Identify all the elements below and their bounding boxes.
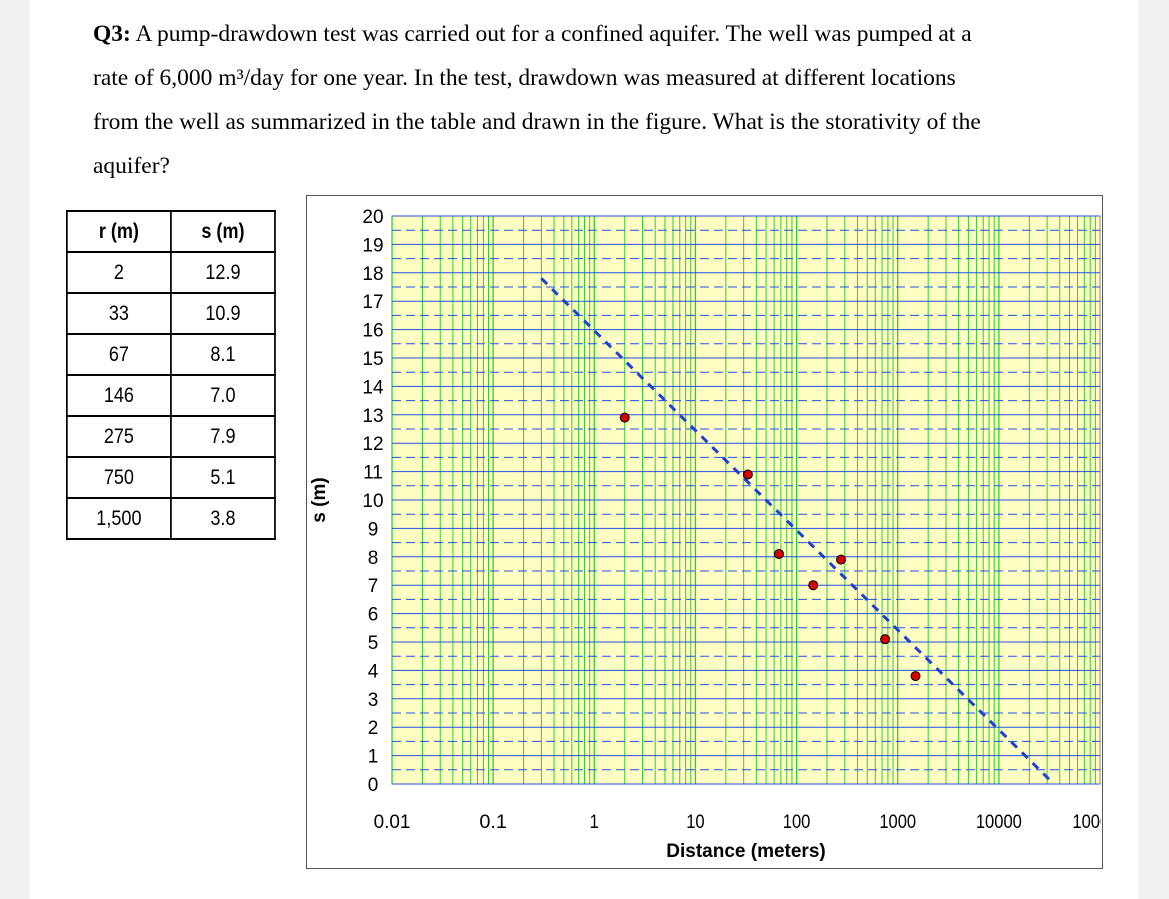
table-row: 1,500 3.8 bbox=[66, 497, 276, 540]
document-page: Q3: A pump-drawdown test was carried out… bbox=[30, 0, 1138, 899]
table-cell-s: 7.0 bbox=[170, 374, 276, 417]
x-tick-label: 1 bbox=[590, 812, 599, 833]
y-tick-label: 11 bbox=[363, 463, 383, 484]
table-cell-r: 750 bbox=[66, 456, 172, 499]
x-tick-label: 0.01 bbox=[374, 812, 411, 833]
y-tick-label: 19 bbox=[362, 235, 383, 256]
y-tick-label: 10 bbox=[362, 491, 383, 512]
table-row: 146 7.0 bbox=[66, 374, 276, 417]
x-tick-label: 10 bbox=[686, 812, 704, 833]
question-line-4: aquifer? bbox=[93, 153, 170, 179]
x-axis-label: Distance (meters) bbox=[666, 841, 825, 862]
y-tick-label: 5 bbox=[368, 633, 379, 654]
x-tick-label: 1000 bbox=[879, 812, 916, 833]
y-tick-label: 20 bbox=[362, 207, 383, 228]
table-row: 67 8.1 bbox=[66, 333, 276, 376]
y-tick-label: 3 bbox=[368, 690, 379, 711]
y-tick-label: 1 bbox=[368, 747, 379, 768]
data-point bbox=[880, 634, 891, 645]
y-tick-label: 2 bbox=[368, 718, 379, 739]
y-tick-label: 18 bbox=[362, 264, 383, 285]
x-tick-label: 100000 bbox=[1072, 812, 1101, 833]
y-tick-label: 14 bbox=[362, 377, 384, 398]
y-tick-label: 12 bbox=[362, 434, 383, 455]
y-tick-label: 0 bbox=[368, 775, 379, 796]
data-point bbox=[910, 671, 921, 682]
y-tick-label: 15 bbox=[362, 349, 383, 370]
data-point bbox=[619, 412, 630, 423]
x-tick-label: 10000 bbox=[976, 812, 1022, 833]
table-cell-r: 2 bbox=[66, 251, 172, 294]
y-tick-label: 7 bbox=[368, 576, 379, 597]
y-tick-label: 16 bbox=[362, 321, 383, 342]
y-tick-label: 8 bbox=[368, 548, 379, 569]
data-point bbox=[808, 580, 819, 591]
question-line-3: from the well as summarized in the table… bbox=[93, 109, 981, 135]
y-axis-label: s (m) bbox=[309, 477, 330, 522]
table-cell-r: 1,500 bbox=[66, 497, 172, 540]
table-row: 275 7.9 bbox=[66, 415, 276, 458]
y-tick-label: 17 bbox=[362, 292, 383, 313]
table-cell-r: 33 bbox=[66, 292, 172, 335]
x-tick-label: 100 bbox=[783, 812, 811, 833]
table-cell-r: 275 bbox=[66, 415, 172, 458]
drawdown-chart: 0 1 2 3 4 5 6 7 8 9 10 11 12 13 14 15 16 17 18 19 20 0.01 0.1 1… bbox=[306, 195, 1128, 869]
y-tick-label: 4 bbox=[368, 661, 379, 682]
table-cell-r: 67 bbox=[66, 333, 172, 376]
table-cell-s: 10.9 bbox=[170, 292, 276, 335]
table-row: 33 10.9 bbox=[66, 292, 276, 335]
data-point bbox=[742, 469, 753, 480]
table-cell-s: 3.8 bbox=[170, 497, 276, 540]
table-cell-s: 8.1 bbox=[170, 333, 276, 376]
table-cell-r: 146 bbox=[66, 374, 172, 417]
y-tick-label: 6 bbox=[368, 605, 379, 626]
question-line-2: rate of 6,000 m³/day for one year. In th… bbox=[93, 65, 956, 91]
table-row: 750 5.1 bbox=[66, 456, 276, 499]
question-line-1: A pump-drawdown test was carried out for… bbox=[135, 21, 972, 47]
table-header-r: r (m) bbox=[66, 210, 172, 253]
y-tick-label: 9 bbox=[368, 519, 379, 540]
data-point bbox=[773, 548, 784, 559]
drawdown-table: r (m) s (m) 2 12.9 33 10.9 67 8.1 146 7.0 27… bbox=[66, 210, 276, 540]
table-row: 2 12.9 bbox=[66, 251, 276, 294]
table-cell-s: 7.9 bbox=[170, 415, 276, 458]
data-point bbox=[836, 554, 847, 565]
table-header-s: s (m) bbox=[170, 210, 276, 253]
table-cell-s: 5.1 bbox=[170, 456, 276, 499]
y-tick-label: 13 bbox=[362, 406, 383, 427]
question-label: Q3: bbox=[93, 21, 131, 47]
x-tick-label: 0.1 bbox=[479, 812, 507, 833]
question-text: Q3: A pump-drawdown test was carried out… bbox=[93, 12, 1083, 188]
table-cell-s: 12.9 bbox=[170, 251, 276, 294]
table-header-row: r (m) s (m) bbox=[66, 210, 276, 253]
